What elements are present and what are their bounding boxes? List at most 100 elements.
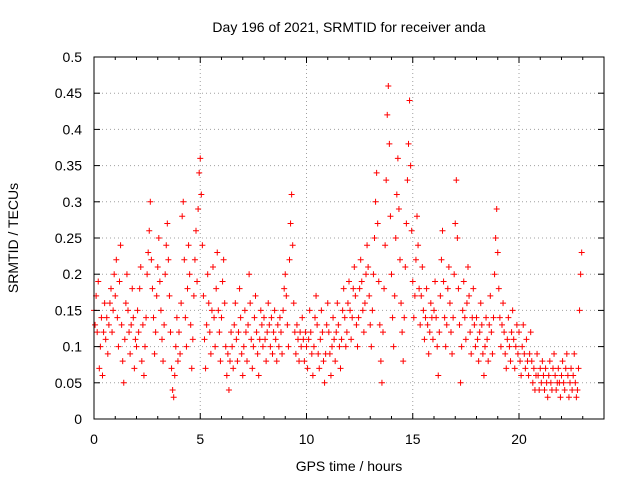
data-point [336, 343, 343, 350]
data-point [120, 379, 127, 386]
data-point [179, 213, 186, 220]
data-point [547, 379, 554, 386]
data-point [414, 213, 420, 220]
data-point [94, 329, 101, 336]
data-point [452, 220, 459, 227]
data-point [467, 329, 474, 336]
data-point [132, 336, 139, 343]
data-point [171, 372, 178, 379]
data-point [358, 278, 365, 285]
data-point [203, 321, 210, 328]
data-point [352, 292, 359, 299]
data-point [292, 350, 299, 357]
data-point [404, 177, 411, 184]
data-point [275, 343, 282, 350]
data-point [229, 343, 236, 350]
data-point [349, 314, 356, 321]
data-point [128, 321, 135, 328]
data-point [354, 343, 361, 350]
data-point [135, 329, 142, 336]
data-point [240, 343, 247, 350]
data-point [492, 235, 499, 241]
data-point [262, 336, 269, 343]
data-point [193, 227, 199, 234]
data-point [316, 365, 323, 372]
data-point [479, 350, 486, 357]
plot-frame [93, 56, 605, 420]
data-point [298, 343, 305, 350]
data-point [233, 336, 240, 343]
data-point [545, 372, 552, 379]
data-point [258, 321, 265, 328]
data-point [224, 350, 231, 357]
data-point [332, 358, 339, 365]
data-point [228, 329, 235, 336]
data-point [576, 307, 583, 314]
data-point [181, 256, 188, 263]
data-point [95, 278, 102, 285]
data-point [402, 263, 409, 270]
data-point [442, 343, 449, 350]
data-point [423, 285, 430, 292]
data-point [454, 235, 461, 241]
data-point [356, 285, 363, 292]
data-point [108, 285, 114, 292]
data-point [227, 358, 233, 365]
data-point [555, 365, 562, 372]
data-point [323, 321, 330, 328]
data-point [115, 343, 122, 350]
data-point [290, 300, 297, 307]
data-point [571, 350, 578, 357]
data-point [137, 263, 144, 270]
data-point [506, 343, 513, 350]
data-point [553, 387, 560, 394]
data-point [110, 307, 117, 314]
data-point [189, 336, 196, 343]
data-point [470, 285, 477, 292]
data-point [395, 206, 402, 213]
data-point [370, 271, 377, 278]
data-point [259, 343, 266, 350]
data-point [456, 321, 463, 328]
data-point [445, 263, 452, 270]
data-point [463, 300, 470, 307]
data-point [390, 343, 397, 350]
data-point [122, 300, 129, 307]
data-point [400, 358, 407, 365]
data-point [491, 271, 498, 278]
data-point [557, 394, 564, 401]
data-point [465, 263, 471, 270]
data-point [92, 321, 99, 328]
data-point [397, 256, 403, 263]
data-point [310, 343, 317, 350]
data-point [235, 329, 242, 336]
data-point [287, 220, 294, 227]
data-point [337, 365, 344, 372]
data-point [429, 336, 436, 343]
data-point [232, 300, 239, 307]
data-point [372, 198, 379, 205]
data-point [519, 343, 526, 350]
data-point [475, 358, 482, 365]
data-point [102, 336, 109, 343]
data-point [173, 314, 180, 321]
data-point [293, 321, 300, 328]
data-point [325, 329, 332, 336]
data-point [213, 285, 220, 292]
data-point [425, 350, 432, 357]
data-point [103, 314, 110, 321]
data-point [255, 372, 262, 379]
data-point [144, 271, 151, 278]
data-point [169, 387, 176, 394]
data-point [266, 321, 273, 328]
data-point [334, 300, 341, 307]
data-point [247, 300, 254, 307]
data-point [421, 336, 428, 343]
data-point [351, 263, 358, 270]
data-point [215, 307, 222, 314]
data-point [214, 249, 221, 256]
data-point [104, 350, 111, 357]
data-point [458, 343, 465, 350]
data-point [542, 365, 549, 372]
